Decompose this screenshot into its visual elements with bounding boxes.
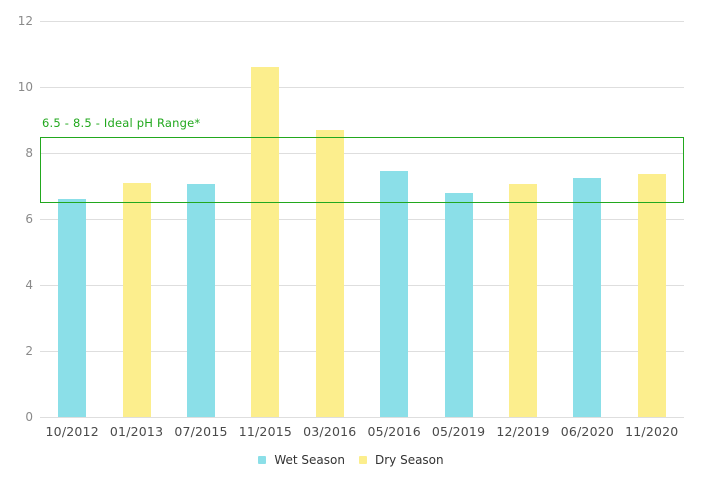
gridline-0 xyxy=(40,417,684,418)
gridline-8 xyxy=(40,153,684,154)
bar-wet-season-05-2019[interactable] xyxy=(444,192,473,417)
bar-wet-season-10-2012[interactable] xyxy=(58,199,87,417)
bar-dry-season-12-2019[interactable] xyxy=(509,184,537,417)
dry-season-swatch-icon xyxy=(358,456,367,464)
y-axis-tick-label: 2 xyxy=(25,344,33,358)
y-axis-tick-label: 4 xyxy=(25,278,33,292)
x-axis-tick-label: 05/2016 xyxy=(367,424,421,439)
gridline-4 xyxy=(40,285,684,286)
legend: Wet Season Dry Season xyxy=(0,453,702,467)
x-axis-tick-label: 06/2020 xyxy=(560,424,615,439)
y-axis-tick-label: 10 xyxy=(17,80,33,94)
wet-season-swatch-icon xyxy=(258,456,267,464)
bar-wet-season-07-2015[interactable] xyxy=(187,184,215,417)
legend-item-wet-season[interactable]: Wet Season xyxy=(258,453,345,467)
y-axis-tick-label: 0 xyxy=(25,410,33,424)
gridline-2 xyxy=(40,351,684,352)
bar-dry-season-11-2015[interactable] xyxy=(251,67,280,417)
bar-dry-season-03-2016[interactable] xyxy=(315,129,344,417)
x-axis-tick-label: 11/2020 xyxy=(625,424,679,439)
y-axis-tick-label: 12 xyxy=(17,14,33,28)
gridline-6 xyxy=(40,219,684,220)
bar-dry-season-11-2020[interactable] xyxy=(637,174,666,417)
bar-wet-season-05-2016[interactable] xyxy=(380,171,409,417)
x-axis-tick-label: 10/2012 xyxy=(45,424,99,439)
x-axis-tick-label: 01/2013 xyxy=(109,424,164,439)
x-axis-tick-label: 07/2015 xyxy=(174,424,228,439)
x-axis-tick-label: 12/2019 xyxy=(496,424,550,439)
gridline-12 xyxy=(40,21,684,22)
bar-wet-season-06-2020[interactable] xyxy=(573,177,602,417)
legend-label-dry-season: Dry Season xyxy=(374,453,444,467)
y-axis-tick-label: 6 xyxy=(25,212,33,226)
x-axis-tick-label: 11/2015 xyxy=(238,424,293,439)
x-axis-tick-label: 05/2019 xyxy=(431,424,486,439)
x-axis-tick-label: 03/2016 xyxy=(303,424,357,439)
legend-item-dry-season[interactable]: Dry Season xyxy=(358,453,444,467)
y-axis-tick-label: 8 xyxy=(25,146,33,160)
gridline-10 xyxy=(40,87,684,88)
legend-label-wet-season: Wet Season xyxy=(274,453,345,467)
plot-area xyxy=(40,21,684,418)
bar-dry-season-01-2013[interactable] xyxy=(122,182,151,417)
ideal-ph-range-label: 6.5 - 8.5 - Ideal pH Range* xyxy=(42,116,201,130)
